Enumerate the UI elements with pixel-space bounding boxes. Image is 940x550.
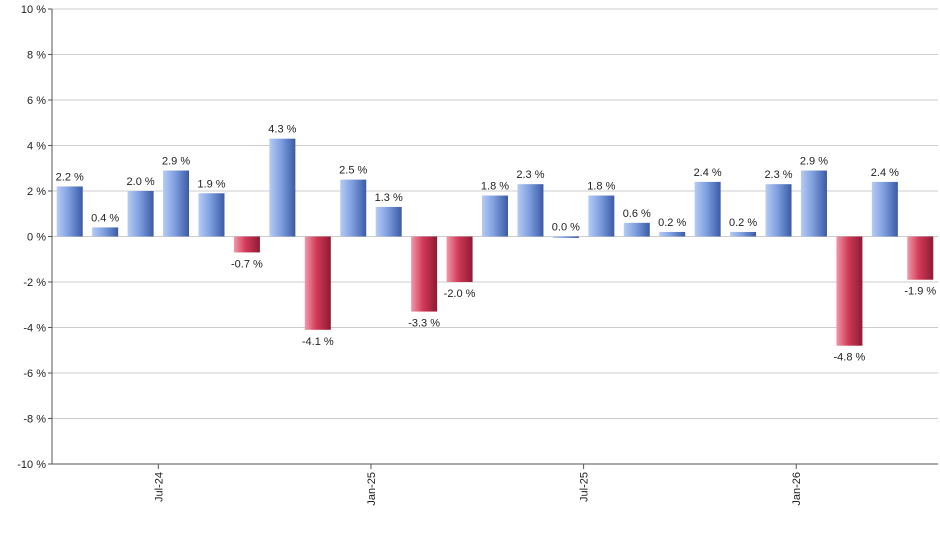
bar: [446, 236, 473, 282]
data-label: 4.3 %: [268, 124, 296, 136]
y-tick-label: -4 %: [23, 323, 46, 335]
bar: [907, 236, 934, 280]
bar: [517, 184, 544, 237]
y-tick-label: 10 %: [21, 4, 46, 16]
data-label: -4.1 %: [302, 336, 334, 348]
bar: [730, 231, 757, 237]
bar: [269, 138, 296, 237]
bars: [56, 138, 934, 346]
data-label: 2.4 %: [871, 167, 899, 179]
data-label: 2.4 %: [694, 167, 722, 179]
bar: [482, 195, 508, 237]
data-label: -3.3 %: [408, 318, 440, 330]
data-label: 2.5 %: [339, 165, 367, 177]
data-label: -0.7 %: [231, 258, 263, 270]
x-tick-label: Jul-25: [579, 472, 591, 502]
data-label: 2.9 %: [800, 156, 828, 168]
x-axis: Jul-24 Jan-25 Jul-25 Jan-26: [153, 464, 803, 506]
bar: [340, 179, 367, 237]
bar: [304, 236, 331, 330]
data-label: 1.3 %: [375, 192, 403, 204]
bar: [411, 236, 438, 312]
data-label: -2.0 %: [444, 288, 476, 300]
y-tick-label: -6 %: [23, 368, 46, 380]
y-tick-label: 4 %: [27, 141, 46, 153]
y-tick-label: 6 %: [27, 95, 46, 107]
data-label: 2.3 %: [516, 169, 544, 181]
data-label: 0.2 %: [729, 217, 757, 229]
data-label: 2.0 %: [127, 176, 155, 188]
data-label: -4.8 %: [834, 352, 866, 364]
y-tick-label: -10 %: [17, 459, 46, 471]
bar: [552, 236, 579, 238]
data-label: 0.4 %: [91, 212, 119, 224]
data-label: 0.2 %: [658, 217, 686, 229]
data-label: 1.8 %: [481, 181, 509, 193]
bar: [163, 170, 190, 237]
bar: [694, 181, 721, 237]
y-axis: 10 % 8 % 6 % 4 % 2 % 0 % -2 % -4 % -6 % -8 % -10 %: [17, 4, 938, 471]
y-tick-label: 2 %: [27, 186, 46, 198]
bar: [56, 186, 83, 237]
data-label: 2.2 %: [56, 171, 84, 183]
data-label: 2.3 %: [764, 169, 792, 181]
y-tick-label: 8 %: [27, 50, 46, 62]
bar: [127, 191, 154, 237]
bar: [836, 236, 863, 346]
data-label: 0.6 %: [623, 208, 651, 220]
y-tick-label: 0 %: [27, 232, 46, 244]
bar: [871, 181, 898, 237]
data-labels: 2.2 % 0.4 % 2.0 % 2.9 % 1.9 % -0.7 % 4.3 % -4.1…: [56, 124, 937, 364]
y-tick-label: -2 %: [23, 277, 46, 289]
bar: [588, 195, 615, 237]
data-label: 2.9 %: [162, 156, 190, 168]
x-tick-label: Jan-26: [791, 472, 803, 506]
bar: [92, 227, 119, 237]
bar: [765, 184, 792, 237]
bar: [623, 222, 650, 237]
y-tick-label: -8 %: [23, 414, 46, 426]
x-tick-label: Jul-24: [153, 472, 165, 502]
bar: [800, 170, 827, 237]
data-label: 1.8 %: [587, 181, 615, 193]
data-label: 0.0 %: [552, 222, 580, 234]
bar: [659, 231, 686, 237]
data-label: -1.9 %: [904, 286, 936, 298]
bar: [198, 193, 225, 237]
bar: [375, 206, 402, 237]
data-label: 1.9 %: [197, 178, 225, 190]
bar: [233, 236, 260, 253]
x-tick-label: Jan-25: [366, 472, 378, 506]
